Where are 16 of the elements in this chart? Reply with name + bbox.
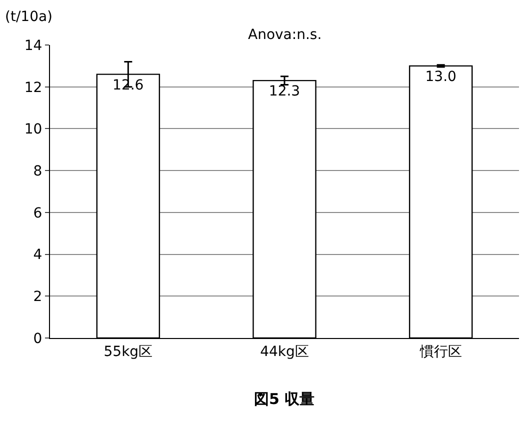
- y-tick-label: 10: [24, 122, 42, 138]
- x-tick-label: 慣行区: [418, 344, 462, 360]
- y-tick-label: 2: [33, 289, 42, 306]
- y-tick-label: 6: [33, 205, 42, 222]
- data-label: 12.3: [268, 84, 300, 100]
- y-tick-label: 12: [24, 80, 42, 96]
- y-tick-label: 4: [33, 247, 42, 264]
- x-tick-label: 55kg区: [104, 344, 153, 360]
- y-tick-label: 0: [33, 330, 42, 347]
- data-label: 13.0: [425, 68, 456, 85]
- y-axis-title: (t/10a): [5, 9, 53, 25]
- x-tick-label: 44kg区: [260, 344, 309, 360]
- y-tick-label: 8: [33, 163, 42, 180]
- caption: 図5 収量: [254, 390, 315, 408]
- y-tick-label: 14: [24, 38, 42, 54]
- text: Anova:n.s.: [248, 27, 322, 43]
